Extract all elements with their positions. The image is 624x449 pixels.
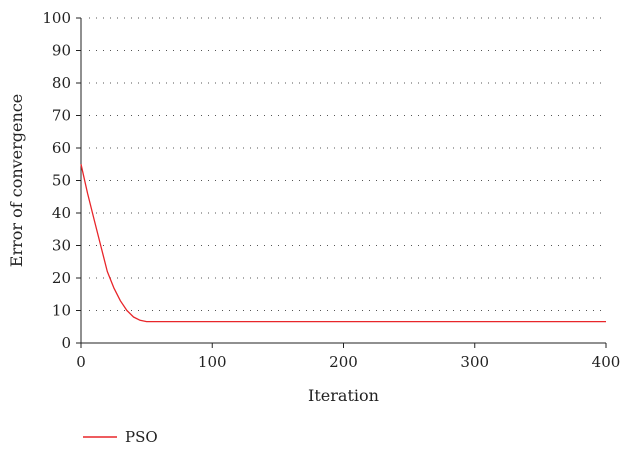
y-axis-title: Error of convergence [7,94,26,267]
series-group [80,164,606,323]
series-line-pso [80,164,606,323]
y-tick-label: 50 [52,172,71,190]
y-tick-label: 100 [42,9,71,27]
x-tick-label: 100 [198,353,227,371]
x-axis-title: Iteration [308,386,379,405]
x-tick-label: 200 [329,353,358,371]
y-tick-label: 10 [52,302,71,320]
y-tick-label: 90 [52,42,71,60]
y-tick-label: 60 [52,139,71,157]
y-tick-label: 40 [52,204,71,222]
legend-label-pso: PSO [125,428,158,446]
x-ticks: 0 100 200 300 400 [76,343,620,371]
grid-lines [89,17,606,311]
legend: PSO [83,428,158,446]
y-tick-label: 20 [52,269,71,287]
y-ticks: 0 10 20 30 40 50 60 70 80 90 100 [42,9,81,352]
y-tick-label: 0 [61,334,71,352]
x-tick-label: 0 [76,353,86,371]
y-tick-label: 70 [52,107,71,125]
x-tick-label: 400 [592,353,621,371]
x-tick-label: 300 [460,353,489,371]
y-tick-label: 30 [52,237,71,255]
y-tick-label: 80 [52,74,71,92]
